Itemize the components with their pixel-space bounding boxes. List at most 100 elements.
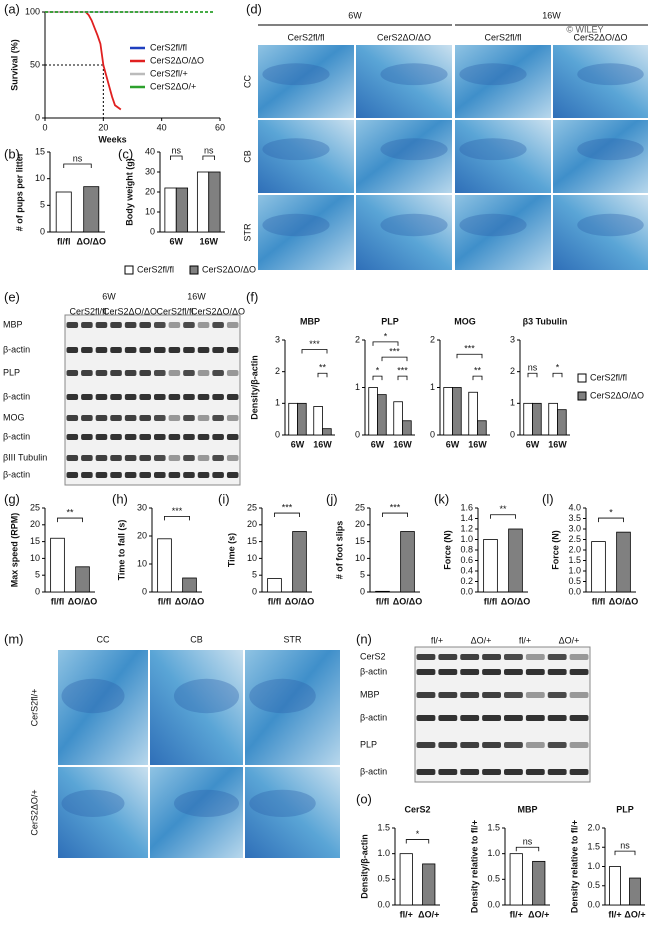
y-tick-label: 15 [355,536,365,546]
chart-title: PLP [381,316,399,326]
blot-band [569,669,589,675]
panel-label: (f) [246,289,258,304]
y-tick-label: 10 [137,558,147,568]
y-tick-label: 30 [137,502,147,512]
tissue-feature [173,789,240,818]
bar [532,860,546,906]
blot-band [66,434,79,440]
panel-label: (h) [112,491,128,506]
blot-band [81,347,93,353]
y-tick-label: 25 [247,502,257,512]
blot-row-label: β-actin [3,344,30,354]
micrograph [258,45,354,118]
group-header: 6W [102,291,116,301]
blot-band [183,434,195,440]
blot-band [95,472,108,478]
panel-label: (e) [4,289,20,304]
micrograph [553,120,648,193]
y-tick-label: 40 [145,146,155,156]
micrograph [245,650,340,765]
x-tick-label: ΔO/ΔO [175,596,204,606]
blot-band [81,322,93,328]
blot-row-label: β-actin [360,666,387,676]
significance-label: ns [73,153,83,163]
blot-band [110,415,122,421]
blot-band [124,394,137,400]
blot-band [569,742,589,748]
blot-band [124,322,137,328]
blot-band [66,394,79,400]
x-tick-label: ΔO/ΔO [68,596,97,606]
blot-band [66,415,79,421]
blot-band [226,472,239,478]
blot-band [416,769,436,775]
bar [452,387,462,436]
blot-band [124,472,137,478]
legend-label: CerS2ΔO/ΔO [590,390,644,400]
x-tick-label: 60 [215,122,225,132]
blot-band [482,669,501,675]
blot-band [95,434,108,440]
column-header: CerS2ΔO/ΔO [377,32,431,42]
tissue-feature [577,213,644,237]
significance-bracket [614,850,636,856]
legend-swatch [124,265,134,275]
y-tick-label: 1.4 [460,513,473,523]
y-tick-label: 0.6 [460,555,473,565]
group-header: 16W [187,291,206,301]
x-tick-label: fl/fl [592,596,606,606]
tissue-feature [380,63,448,86]
bar [288,402,298,436]
y-axis-label: Time (s) [226,533,236,567]
blot-band [95,455,108,461]
blot-band [66,322,79,328]
blot-band [154,394,166,400]
significance-bracket [372,375,383,381]
y-axis-label: Density/β-actin [359,834,369,899]
x-tick-label: fl/fl [268,596,282,606]
blot-band [168,415,181,421]
panel-label: (c) [118,146,133,161]
significance-bracket [490,514,516,519]
blot-band [66,370,79,376]
panel-label: (m) [4,631,24,646]
x-tick-label: 6W [291,439,305,449]
y-tick-label: 20 [145,186,155,196]
y-tick-label: 3 [275,334,280,344]
x-tick-label: ΔO/ΔO [609,596,638,606]
y-tick-label: 0.0 [487,899,500,909]
y-tick-label: 0.5 [587,880,600,890]
y-axis-label: Force (N) [442,530,452,570]
micrograph [553,45,648,118]
micrograph [455,120,551,193]
panel-label: (d) [246,1,262,16]
blot-band [197,434,210,440]
blot-band [197,455,210,461]
column-header: STR [284,634,303,644]
significance-label: *** [390,502,401,512]
y-tick-label: 20 [137,530,147,540]
panel-label: (g) [4,491,20,506]
blot-row-label: β-actin [3,391,30,401]
y-tick-label: 1.0 [587,861,600,871]
x-tick-label: ΔO/+ [528,909,549,919]
y-tick-label: 0.0 [460,586,473,596]
blot-band [416,742,436,748]
blot-band [81,434,93,440]
blot-band [460,692,480,698]
y-tick-label: 10 [247,553,257,563]
bar [297,402,307,436]
y-tick-label: 2 [430,334,435,344]
y-tick-label: 0 [510,429,515,439]
blot-band [547,669,567,675]
blot-band [81,370,93,376]
significance-label: ns [528,363,538,373]
x-tick-label: ΔO/ΔO [285,596,314,606]
y-tick-label: 15 [247,536,257,546]
blot-band [154,347,166,353]
y-tick-label: 2.0 [568,544,581,554]
blot-band [525,692,545,698]
y-tick-label: 0.4 [460,565,473,575]
significance-bracket [202,155,215,160]
bar [75,566,90,593]
